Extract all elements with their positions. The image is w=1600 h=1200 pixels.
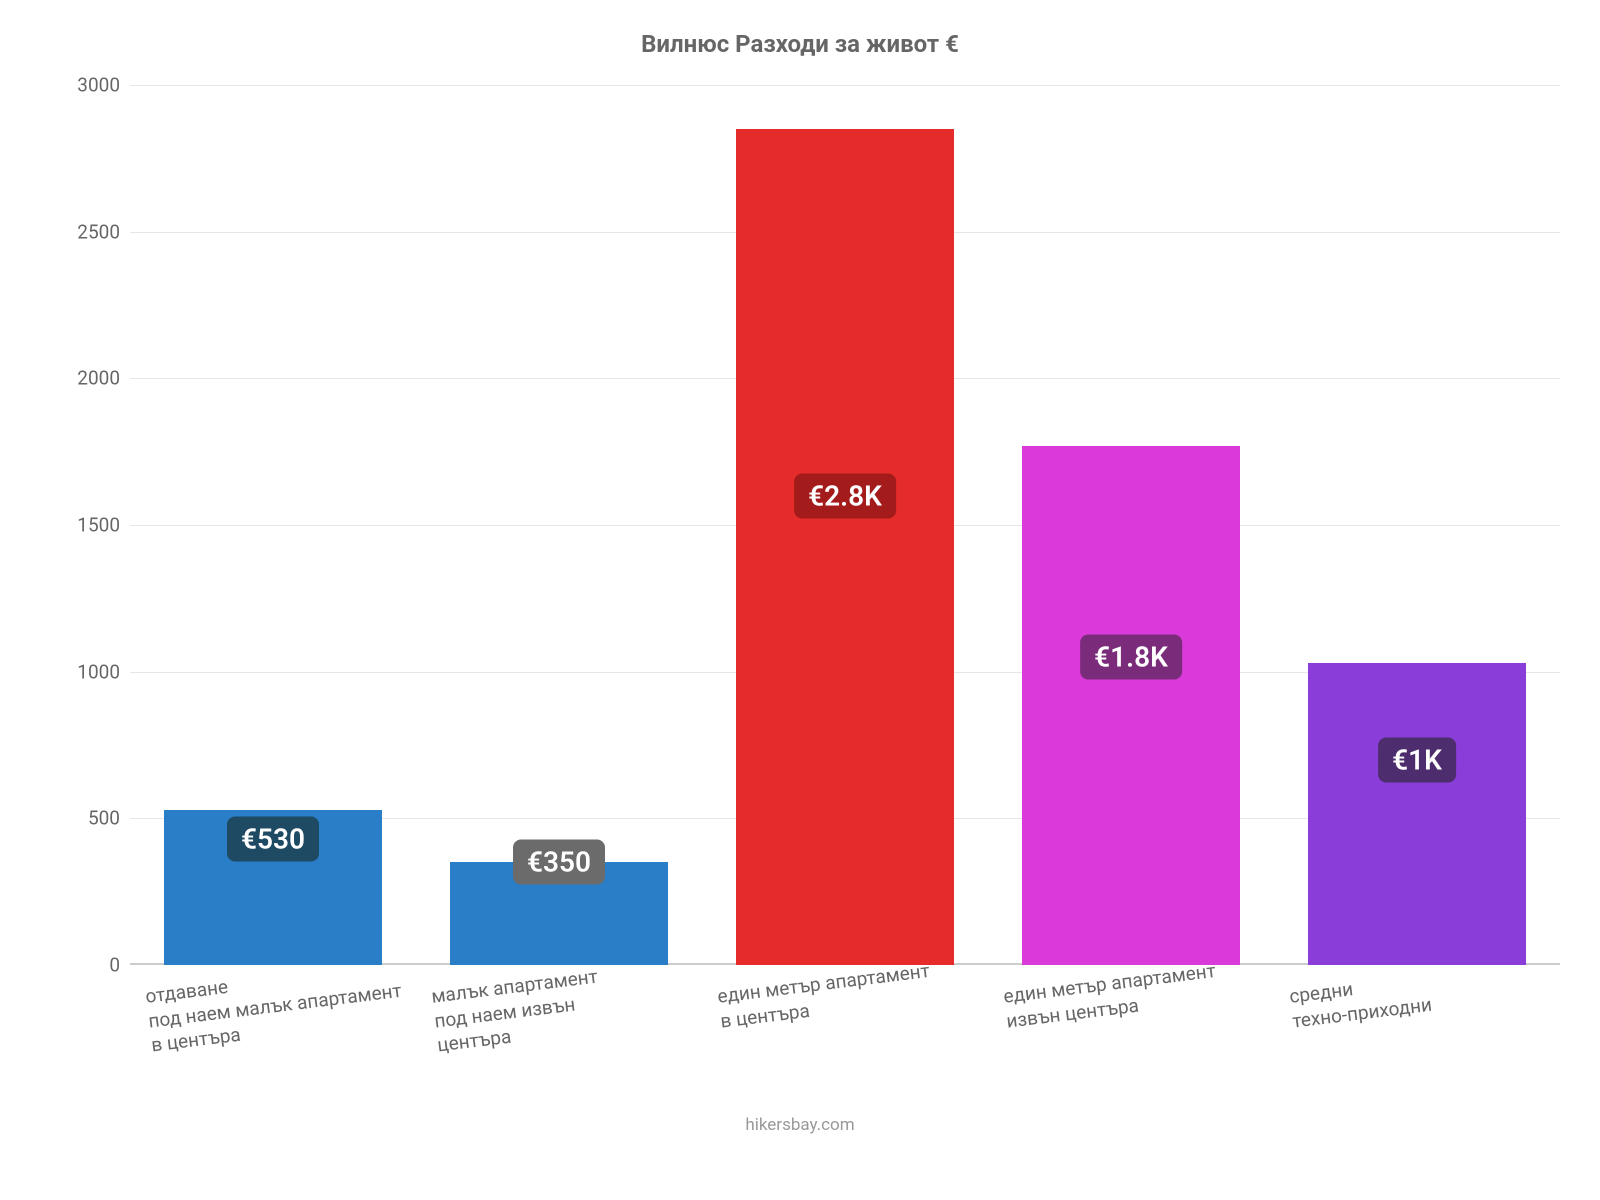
y-tick-label: 0 (109, 954, 130, 977)
y-tick-label: 500 (88, 807, 130, 830)
category-label: един метър апартамент в центъра (716, 959, 934, 1034)
bar-value-label: €2.8K (794, 473, 896, 518)
y-tick-label: 1500 (77, 514, 130, 537)
chart-title: Вилнюс Разходи за живот € (0, 30, 1600, 58)
y-tick-label: 3000 (77, 74, 130, 97)
bar (736, 129, 953, 965)
bar-value-label: €1K (1378, 737, 1456, 782)
chart-container: Вилнюс Разходи за живот € 05001000150020… (0, 0, 1600, 1200)
chart-footer: hikersbay.com (0, 1115, 1600, 1135)
y-tick-label: 2500 (77, 220, 130, 243)
bar-value-label: €350 (513, 840, 605, 885)
y-tick-label: 1000 (77, 660, 130, 683)
bar (1308, 663, 1525, 965)
category-label: отдаване под наем малък апартамент в цен… (144, 954, 406, 1059)
category-label: малък апартамент под наем извън центъра (430, 965, 605, 1059)
y-tick-label: 2000 (77, 367, 130, 390)
category-label: средни техно-приходни (1288, 968, 1433, 1034)
gridline (130, 85, 1560, 86)
bar (1022, 446, 1239, 965)
category-label: един метър апартамент извън центъра (1002, 959, 1220, 1034)
bar-value-label: €530 (227, 816, 319, 861)
bar-value-label: €1.8K (1080, 635, 1182, 680)
plot-area: 050010001500200025003000€530отдаване под… (130, 85, 1560, 965)
